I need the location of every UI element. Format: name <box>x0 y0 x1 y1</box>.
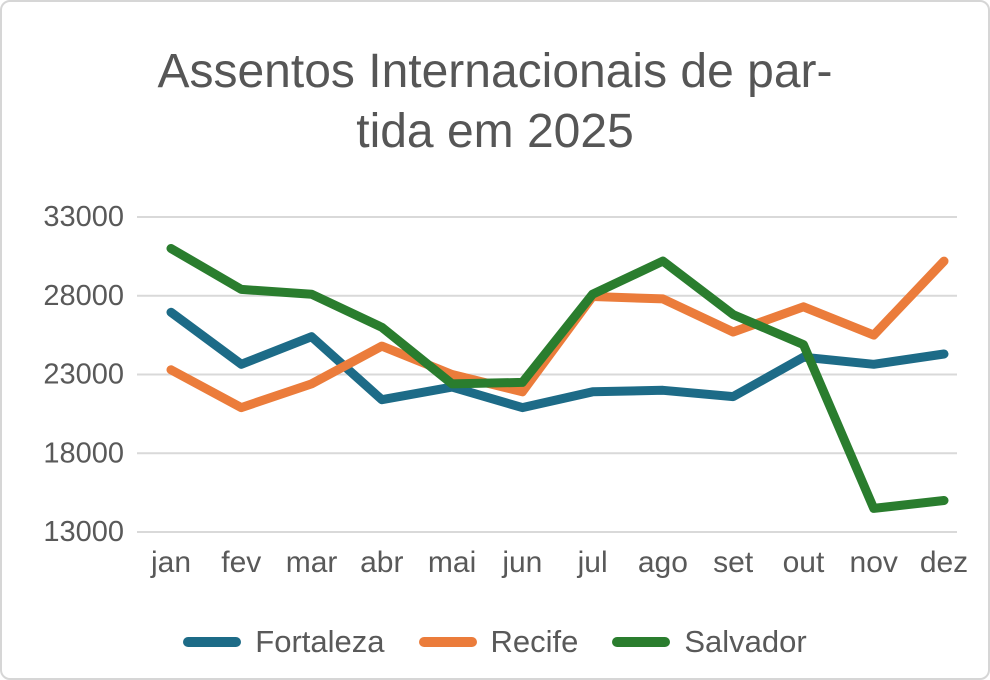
x-axis-tick-label: dez <box>920 546 968 579</box>
legend-item-salvador: Salvador <box>612 624 807 660</box>
legend: Fortaleza Recife Salvador <box>2 624 988 660</box>
x-axis-tick-label: out <box>783 546 825 579</box>
y-axis-tick-label: 13000 <box>43 516 124 548</box>
legend-swatch-fortaleza <box>183 637 242 647</box>
x-axis-tick-label: nov <box>850 546 898 579</box>
legend-swatch-recife <box>418 637 477 647</box>
x-axis-tick-label: abr <box>360 546 403 579</box>
series-line-salvador <box>166 244 949 513</box>
legend-item-recife: Recife <box>418 624 579 660</box>
chart-title: Assentos Internacionais de par- tida em … <box>2 42 988 162</box>
x-axis-tick-label: mai <box>428 546 476 579</box>
y-axis-tick-label: 33000 <box>43 201 124 233</box>
x-axis-tick-label: set <box>713 546 754 579</box>
y-axis-tick-label: 18000 <box>43 437 124 469</box>
x-axis-tick-label: jun <box>501 546 542 579</box>
chart-title-line1: Assentos Internacionais de par- <box>157 45 833 98</box>
legend-swatch-salvador <box>612 637 671 647</box>
legend-item-fortaleza: Fortaleza <box>183 624 385 660</box>
x-axis-tick-label: mar <box>286 546 338 579</box>
legend-label-fortaleza: Fortaleza <box>255 624 385 659</box>
legend-label-salvador: Salvador <box>684 624 807 659</box>
x-axis-tick-label: jan <box>150 546 191 579</box>
series-line-fortaleza <box>166 307 949 413</box>
x-axis-tick-label: jul <box>577 546 608 579</box>
y-axis-tick-label: 23000 <box>43 359 124 391</box>
x-axis-tick-label: ago <box>638 546 688 579</box>
y-axis-tick-label: 28000 <box>43 280 124 312</box>
x-axis-tick-label: fev <box>221 546 261 579</box>
chart-title-line2: tida em 2025 <box>356 105 634 158</box>
legend-label-recife: Recife <box>490 624 579 659</box>
